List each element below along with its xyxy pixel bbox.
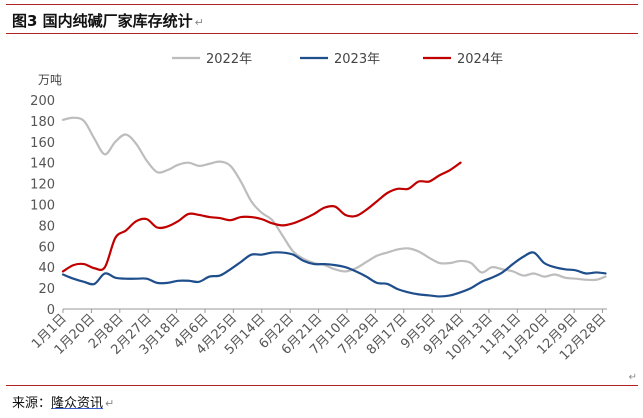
y-tick-label: 80 xyxy=(38,219,55,234)
y-tick-label: 160 xyxy=(30,136,55,151)
corner-paragraph-mark-icon: ↵ xyxy=(628,372,637,383)
legend-label: 2024年 xyxy=(457,52,503,67)
y-tick-label: 120 xyxy=(30,178,55,193)
top-rule xyxy=(6,4,638,5)
source-name: 隆众资讯 xyxy=(51,396,104,411)
y-tick-label: 0 xyxy=(47,303,55,318)
y-tick-label: 200 xyxy=(30,94,55,109)
figure-title: 图3 国内纯碱厂家库存统计 ↵ xyxy=(12,10,204,31)
series-line-2024 xyxy=(61,161,462,273)
figure-title-text: 图3 国内纯碱厂家库存统计 xyxy=(12,12,193,30)
y-tick-label: 140 xyxy=(30,157,55,172)
x-axis: 1月1日1月20日2月8日2月27日3月18日4月6日4月25日5月14日6月2… xyxy=(29,308,609,364)
chart-series xyxy=(61,116,607,298)
series-line-2023 xyxy=(61,251,607,298)
y-tick-label: 60 xyxy=(38,240,55,255)
y-tick-label: 100 xyxy=(30,199,55,214)
paragraph-mark-icon: ↵ xyxy=(194,16,204,29)
y-tick-label: 180 xyxy=(30,115,55,130)
source-paragraph-mark-icon: ↵ xyxy=(105,397,115,410)
bottom-rule xyxy=(6,385,638,386)
source-label: 来源： xyxy=(12,396,52,411)
legend-label: 2022年 xyxy=(206,52,252,67)
source-note: 来源：隆众资讯 ↵ xyxy=(12,392,114,411)
chart-legend: 2022年 2023年 2024年 xyxy=(172,52,503,67)
y-axis-ticks: 0 20 40 60 80 100 120 140 160 180 200 xyxy=(30,94,55,318)
series-line-2022 xyxy=(61,116,607,282)
legend-label: 2023年 xyxy=(334,52,380,67)
y-axis-unit-label: 万吨 xyxy=(38,73,62,87)
y-tick-label: 40 xyxy=(38,261,55,276)
y-tick-label: 20 xyxy=(38,282,55,297)
title-rule xyxy=(6,33,638,34)
inventory-line-chart: 2022年 2023年 2024年 万吨 0 20 40 60 80 100 120 140 160… xyxy=(29,52,609,364)
